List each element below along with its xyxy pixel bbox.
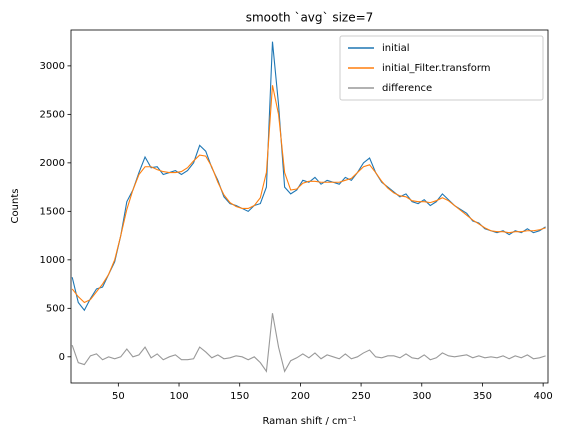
x-tick-label: 200 [291, 391, 310, 402]
x-tick-label: 50 [112, 391, 125, 402]
y-tick-label: 1000 [40, 255, 65, 266]
y-axis-label: Counts [10, 189, 21, 224]
y-tick-label: 3000 [40, 61, 65, 72]
series-line [71, 41, 546, 312]
y-tick-label: 500 [46, 303, 65, 314]
chart-title: smooth `avg` size=7 [246, 11, 374, 25]
legend-label: initial [382, 43, 410, 54]
x-tick-label: 150 [230, 391, 249, 402]
series-line [71, 313, 546, 373]
legend-label: initial_Filter.transform [382, 63, 491, 74]
x-axis-label: Raman shift / cm⁻¹ [262, 416, 356, 427]
x-tick-label: 350 [473, 391, 492, 402]
x-tick-label: 250 [352, 391, 371, 402]
x-tick-label: 300 [412, 391, 431, 402]
axes-frame [70, 29, 549, 384]
y-tick-label: 2500 [40, 109, 65, 120]
y-tick-label: 1500 [40, 206, 65, 217]
x-tick-label: 400 [534, 391, 553, 402]
plot-area [71, 41, 546, 373]
legend-label: difference [382, 83, 432, 94]
legend-box [339, 35, 544, 101]
series-line [71, 85, 546, 304]
y-tick-label: 2000 [40, 158, 65, 169]
y-tick-label: 0 [59, 352, 65, 363]
x-tick-label: 100 [169, 391, 188, 402]
